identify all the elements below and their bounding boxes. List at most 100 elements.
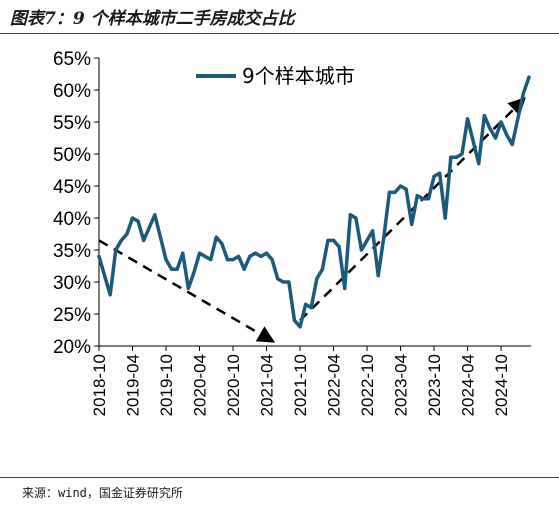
data-point <box>220 242 224 246</box>
data-point <box>175 267 179 271</box>
y-tick-label: 35% <box>53 241 91 262</box>
trend-arrow <box>299 97 526 322</box>
data-point <box>354 216 358 220</box>
data-point <box>102 274 107 278</box>
data-point <box>499 120 503 124</box>
data-point <box>348 213 352 217</box>
data-point <box>114 248 118 252</box>
data-point <box>432 174 436 178</box>
x-tick-label: 2024-10 <box>492 354 511 416</box>
x-tick-label: 2019-04 <box>124 354 143 416</box>
data-point <box>147 226 151 230</box>
data-point <box>510 142 514 146</box>
data-point <box>259 254 263 258</box>
data-point <box>97 254 101 258</box>
data-point <box>276 277 280 281</box>
data-point <box>304 302 308 306</box>
data-point <box>387 190 391 194</box>
data-point <box>309 306 313 310</box>
data-point <box>136 219 140 223</box>
data-point <box>253 251 257 255</box>
data-point <box>527 75 531 79</box>
data-point <box>493 136 498 140</box>
data-point <box>130 216 135 220</box>
data-point <box>158 235 163 239</box>
data-point <box>270 258 274 262</box>
y-tick-label: 45% <box>53 177 91 198</box>
y-tick-label: 55% <box>53 113 91 134</box>
data-point <box>214 235 218 239</box>
data-point <box>505 133 509 137</box>
data-point <box>365 238 369 242</box>
data-point <box>119 238 123 242</box>
data-point <box>454 155 459 159</box>
data-point <box>343 286 347 290</box>
data-point <box>186 286 190 290</box>
y-tick-label: 60% <box>53 81 91 102</box>
data-point <box>449 155 453 159</box>
x-tick-label: 2018-10 <box>90 354 109 416</box>
y-tick-label: 30% <box>53 273 91 294</box>
data-point <box>242 267 246 271</box>
y-tick-label: 25% <box>53 305 91 326</box>
series-line <box>97 75 531 329</box>
data-point <box>231 258 235 262</box>
data-point <box>521 91 526 95</box>
data-point <box>382 235 386 239</box>
legend-label: 9个样本城市 <box>242 64 355 88</box>
data-point <box>331 238 336 242</box>
data-point <box>376 274 380 278</box>
x-tick-label: 2024-04 <box>459 354 478 416</box>
axes <box>98 58 531 347</box>
data-point <box>142 238 146 242</box>
trend-arrow <box>98 239 276 343</box>
x-axis-ticks: 2018-10 2019-04 2019-10 2020-04 2020-10 2021-… <box>90 346 511 416</box>
source-divider <box>0 477 559 478</box>
data-point <box>410 222 414 226</box>
series-layer <box>97 75 531 329</box>
title-divider <box>0 33 559 34</box>
data-point <box>281 280 285 284</box>
data-point <box>443 216 447 220</box>
data-point <box>426 197 431 201</box>
data-point <box>438 171 442 175</box>
data-point <box>488 126 492 130</box>
data-point <box>404 187 408 191</box>
data-point <box>292 318 297 322</box>
data-point <box>164 258 168 262</box>
data-point <box>516 117 520 121</box>
x-tick-label: 2019-10 <box>157 354 176 416</box>
data-point <box>337 245 341 249</box>
y-tick-label: 65% <box>53 49 91 70</box>
data-point <box>298 325 302 329</box>
data-point <box>225 258 230 262</box>
line-chart: 20%25%30%35%40%45%50%55%60%65% 2018-10 20… <box>53 49 531 416</box>
data-point <box>371 229 375 233</box>
data-point <box>359 248 364 252</box>
data-point <box>153 213 157 217</box>
data-point <box>393 190 397 194</box>
data-point <box>398 184 403 188</box>
figure-title: 图表7：9 个样本城市二手房成交占比 <box>10 9 295 29</box>
data-point <box>482 114 486 118</box>
data-point <box>421 197 425 201</box>
data-point <box>108 293 112 297</box>
y-tick-label: 20% <box>53 337 91 358</box>
data-point <box>415 194 419 198</box>
data-point <box>471 139 475 143</box>
data-point <box>192 270 196 274</box>
data-point <box>315 277 319 281</box>
x-tick-label: 2021-04 <box>258 354 277 416</box>
data-point <box>287 280 291 284</box>
data-point <box>465 117 470 121</box>
data-point <box>264 251 269 255</box>
data-point <box>203 254 207 258</box>
data-point <box>460 152 464 156</box>
data-point <box>169 267 174 271</box>
x-tick-label: 2020-04 <box>191 354 210 416</box>
data-point <box>320 267 324 271</box>
x-tick-label: 2022-10 <box>358 354 377 416</box>
trend-arrows <box>98 97 526 343</box>
data-point <box>237 254 241 258</box>
y-tick-label: 40% <box>53 209 91 230</box>
